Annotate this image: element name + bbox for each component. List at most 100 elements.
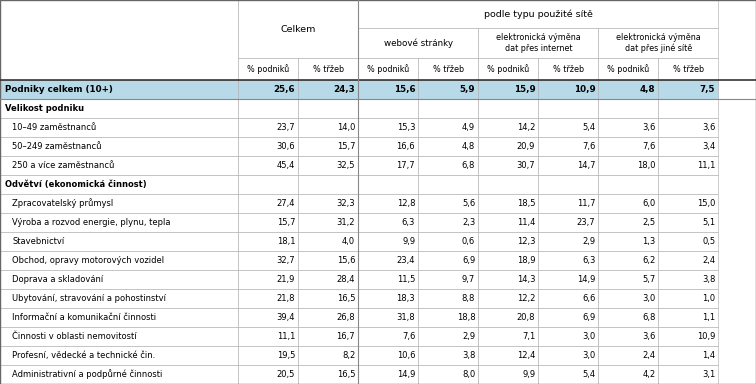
- Text: 3,4: 3,4: [702, 142, 715, 151]
- Text: 11,1: 11,1: [277, 332, 295, 341]
- Text: % třžeb: % třžeb: [553, 65, 584, 74]
- Bar: [658, 308, 718, 327]
- Bar: [479, 327, 538, 346]
- Bar: [598, 156, 658, 175]
- Text: webové stránky: webové stránky: [384, 38, 453, 48]
- Bar: [0, 80, 238, 99]
- Text: 31,2: 31,2: [336, 218, 355, 227]
- Bar: [358, 28, 479, 58]
- Text: 30,6: 30,6: [277, 142, 295, 151]
- Bar: [658, 365, 718, 384]
- Text: 18,3: 18,3: [397, 294, 415, 303]
- Text: 3,6: 3,6: [702, 123, 715, 132]
- Bar: [479, 308, 538, 327]
- Text: 32,3: 32,3: [336, 199, 355, 208]
- Text: 9,7: 9,7: [462, 275, 476, 284]
- Bar: [658, 289, 718, 308]
- Text: 5,9: 5,9: [460, 85, 476, 94]
- Bar: [418, 118, 479, 137]
- Bar: [598, 80, 658, 99]
- Text: 6,9: 6,9: [582, 313, 595, 322]
- Text: 31,8: 31,8: [397, 313, 415, 322]
- Bar: [598, 232, 658, 251]
- Bar: [238, 327, 298, 346]
- Bar: [0, 232, 238, 251]
- Text: 15,6: 15,6: [336, 256, 355, 265]
- Bar: [358, 251, 418, 270]
- Bar: [479, 289, 538, 308]
- Text: 15,7: 15,7: [277, 218, 295, 227]
- Text: 6,3: 6,3: [582, 256, 595, 265]
- Bar: [658, 156, 718, 175]
- Bar: [418, 308, 479, 327]
- Bar: [0, 270, 238, 289]
- Bar: [658, 194, 718, 213]
- Text: Odvětví (ekonomická činnost): Odvětví (ekonomická činnost): [5, 180, 146, 189]
- Text: 1,3: 1,3: [642, 237, 655, 246]
- Text: 4,2: 4,2: [642, 370, 655, 379]
- Text: 6,9: 6,9: [462, 256, 476, 265]
- Bar: [658, 118, 718, 137]
- Bar: [418, 99, 479, 118]
- Bar: [598, 289, 658, 308]
- Text: 20,8: 20,8: [517, 313, 535, 322]
- Text: elektronická výměna
dat přes jiné sítě: elektronická výměna dat přes jiné sítě: [616, 33, 701, 53]
- Text: 7,6: 7,6: [402, 332, 415, 341]
- Bar: [238, 99, 298, 118]
- Text: 15,3: 15,3: [397, 123, 415, 132]
- Bar: [658, 251, 718, 270]
- Bar: [598, 213, 658, 232]
- Text: 20,5: 20,5: [277, 370, 295, 379]
- Bar: [298, 365, 358, 384]
- Text: 18,0: 18,0: [637, 161, 655, 170]
- Text: 19,5: 19,5: [277, 351, 295, 360]
- Bar: [298, 213, 358, 232]
- Bar: [358, 58, 418, 80]
- Bar: [0, 308, 238, 327]
- Text: Informační a komunikační činnosti: Informační a komunikační činnosti: [12, 313, 156, 322]
- Bar: [658, 270, 718, 289]
- Bar: [358, 194, 418, 213]
- Text: 25,6: 25,6: [274, 85, 295, 94]
- Bar: [598, 99, 658, 118]
- Text: 14,0: 14,0: [336, 123, 355, 132]
- Bar: [418, 270, 479, 289]
- Bar: [538, 58, 598, 80]
- Bar: [418, 327, 479, 346]
- Bar: [538, 194, 598, 213]
- Text: 11,1: 11,1: [697, 161, 715, 170]
- Bar: [598, 175, 658, 194]
- Text: 14,2: 14,2: [517, 123, 535, 132]
- Bar: [298, 80, 358, 99]
- Bar: [598, 58, 658, 80]
- Bar: [0, 251, 238, 270]
- Text: 5,7: 5,7: [642, 275, 655, 284]
- Bar: [538, 137, 598, 156]
- Bar: [598, 137, 658, 156]
- Text: 26,8: 26,8: [336, 313, 355, 322]
- Text: 4,8: 4,8: [462, 142, 476, 151]
- Bar: [238, 251, 298, 270]
- Bar: [598, 270, 658, 289]
- Bar: [298, 99, 358, 118]
- Text: 18,1: 18,1: [277, 237, 295, 246]
- Bar: [418, 137, 479, 156]
- Text: Ubytování, stravování a pohostinství: Ubytování, stravování a pohostinství: [12, 294, 166, 303]
- Text: 2,4: 2,4: [702, 256, 715, 265]
- Bar: [658, 327, 718, 346]
- Text: 1,1: 1,1: [702, 313, 715, 322]
- Bar: [479, 194, 538, 213]
- Text: 21,8: 21,8: [277, 294, 295, 303]
- Bar: [358, 99, 418, 118]
- Bar: [538, 175, 598, 194]
- Text: 1,0: 1,0: [702, 294, 715, 303]
- Bar: [298, 156, 358, 175]
- Text: Podniky celkem (10+): Podniky celkem (10+): [5, 85, 113, 94]
- Bar: [418, 346, 479, 365]
- Bar: [238, 0, 358, 58]
- Bar: [0, 213, 238, 232]
- Bar: [298, 289, 358, 308]
- Bar: [238, 365, 298, 384]
- Text: 16,5: 16,5: [336, 294, 355, 303]
- Bar: [358, 213, 418, 232]
